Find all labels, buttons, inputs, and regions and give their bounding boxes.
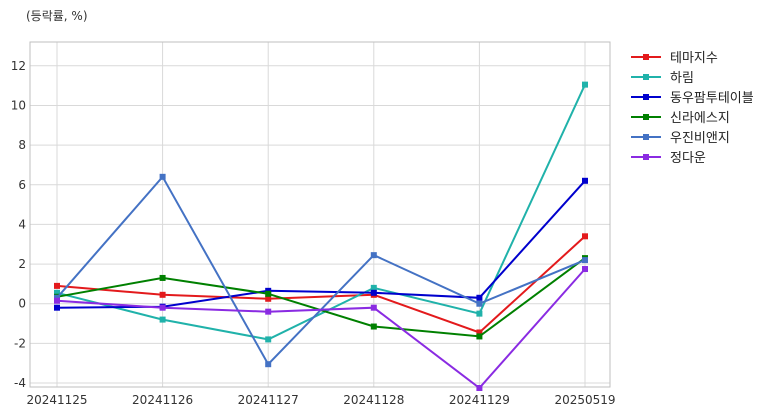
series-lines bbox=[54, 81, 588, 391]
data-point bbox=[54, 304, 60, 311]
legend-label: 우진비앤지 bbox=[670, 131, 730, 146]
y-tick-label: 0 bbox=[18, 297, 26, 311]
y-tick-label: 6 bbox=[18, 178, 26, 192]
legend-item: 우진비앤지 bbox=[631, 131, 730, 146]
data-point bbox=[370, 304, 377, 311]
series-5 bbox=[54, 173, 588, 368]
legend-marker bbox=[643, 54, 649, 60]
series-line bbox=[56, 235, 586, 334]
series-line bbox=[56, 180, 586, 309]
legend-marker bbox=[643, 74, 649, 80]
data-point bbox=[265, 336, 272, 343]
data-point bbox=[582, 257, 588, 264]
x-tick-label: 20241128 bbox=[343, 393, 404, 407]
data-point bbox=[159, 316, 166, 323]
legend-marker bbox=[643, 134, 649, 140]
data-point bbox=[582, 233, 588, 240]
x-tick-label: 20250519 bbox=[554, 393, 615, 407]
x-tick-label: 20241129 bbox=[449, 393, 510, 407]
data-point bbox=[476, 294, 483, 301]
legend-label: 하림 bbox=[670, 71, 694, 86]
x-tick-label: 20241125 bbox=[26, 393, 87, 407]
y-tick-label: 10 bbox=[11, 98, 26, 112]
data-point bbox=[159, 304, 166, 311]
axes: -4 -2 0 2 4 6 8 10 12 20241125 20241126 20241127 202… bbox=[11, 59, 616, 407]
y-tick-label: 4 bbox=[18, 217, 26, 231]
legend-item: 정다운 bbox=[631, 151, 706, 166]
legend-marker bbox=[643, 94, 649, 100]
data-point bbox=[476, 329, 483, 336]
legend-label: 동우팜투테이블 bbox=[670, 91, 754, 106]
data-point bbox=[582, 266, 588, 273]
legend-label: 테마지수 bbox=[670, 51, 718, 66]
data-point bbox=[54, 297, 60, 304]
y-tick-label: 12 bbox=[11, 59, 26, 73]
data-point bbox=[476, 333, 483, 340]
legend-marker bbox=[643, 114, 649, 120]
data-point bbox=[476, 310, 483, 317]
data-point bbox=[582, 81, 588, 88]
grid bbox=[30, 42, 610, 387]
data-point bbox=[476, 300, 483, 307]
data-point bbox=[265, 308, 272, 315]
y-tick-label: 2 bbox=[18, 257, 26, 271]
legend-item: 동우팜투테이블 bbox=[631, 91, 754, 106]
series-3 bbox=[54, 177, 588, 311]
legend-item: 신라에스지 bbox=[631, 111, 730, 126]
data-point bbox=[370, 252, 377, 259]
x-tick-label: 20241127 bbox=[238, 393, 299, 407]
series-6 bbox=[54, 266, 588, 391]
plot-area bbox=[29, 41, 611, 388]
data-point bbox=[159, 173, 166, 180]
x-tick-label: 20241126 bbox=[132, 393, 193, 407]
legend-marker bbox=[643, 154, 649, 160]
legend-label: 정다운 bbox=[670, 151, 706, 166]
legend-item: 테마지수 bbox=[631, 51, 718, 66]
series-2 bbox=[54, 81, 588, 343]
data-point bbox=[370, 284, 377, 291]
data-point bbox=[54, 289, 60, 296]
series-line bbox=[56, 84, 586, 341]
data-point bbox=[265, 290, 272, 297]
data-point bbox=[159, 274, 166, 281]
data-point bbox=[265, 361, 272, 368]
data-point bbox=[54, 282, 60, 289]
y-tick-label: 8 bbox=[18, 138, 26, 152]
data-point bbox=[370, 289, 377, 296]
data-point bbox=[265, 295, 272, 302]
data-point bbox=[159, 291, 166, 298]
series-line bbox=[56, 268, 586, 390]
legend-item: 하림 bbox=[631, 71, 694, 86]
series-1 bbox=[54, 233, 588, 336]
y-tick-label: -4 bbox=[14, 376, 26, 390]
data-point bbox=[370, 323, 377, 330]
y-tick-label: -2 bbox=[14, 336, 26, 350]
series-line bbox=[56, 175, 586, 366]
unit-label: (등락률, %) bbox=[26, 9, 88, 23]
legend-label: 신라에스지 bbox=[670, 111, 730, 126]
data-point bbox=[476, 384, 483, 391]
data-point bbox=[582, 177, 588, 184]
